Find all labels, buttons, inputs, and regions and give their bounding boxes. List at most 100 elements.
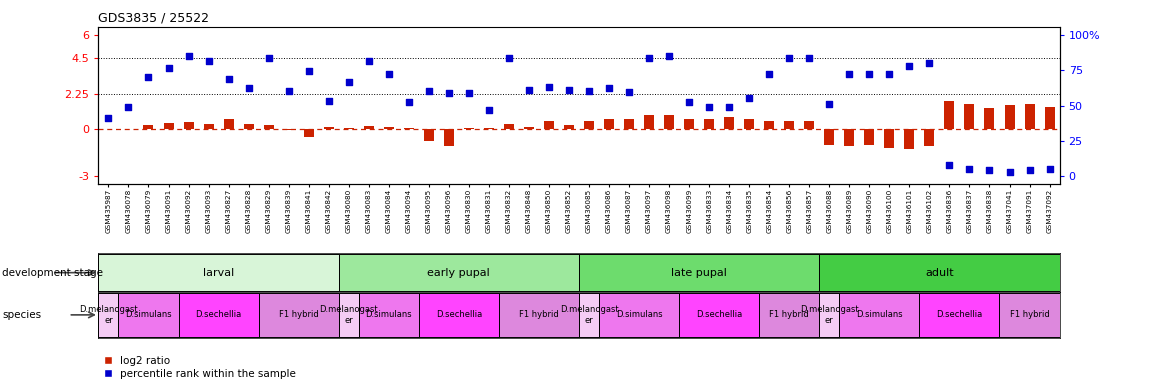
Bar: [1004, 105, 1014, 129]
Bar: [419, 293, 499, 337]
Bar: [999, 293, 1060, 337]
Bar: [223, 119, 234, 129]
Bar: [1025, 104, 1034, 129]
Point: [559, 87, 578, 93]
Bar: [178, 293, 258, 337]
Bar: [760, 293, 819, 337]
Point: [600, 85, 618, 91]
Point: [640, 55, 659, 61]
Point: [800, 55, 819, 61]
Point: [499, 55, 518, 61]
Point: [400, 99, 418, 106]
Bar: [404, 127, 413, 129]
Legend: log2 ratio, percentile rank within the sample: log2 ratio, percentile rank within the s…: [103, 356, 296, 379]
Bar: [464, 127, 474, 129]
Bar: [919, 293, 999, 337]
Bar: [504, 124, 514, 129]
Bar: [819, 293, 840, 337]
Text: development stage: development stage: [2, 268, 103, 278]
Bar: [764, 121, 775, 129]
Text: adult: adult: [925, 268, 954, 278]
Text: D.melanogast
er: D.melanogast er: [559, 305, 618, 324]
Bar: [584, 121, 594, 129]
Bar: [444, 129, 454, 146]
Bar: [864, 129, 874, 145]
Bar: [604, 119, 614, 129]
Text: F1 hybrid: F1 hybrid: [1010, 310, 1049, 319]
Point: [179, 53, 198, 59]
Bar: [984, 108, 995, 129]
Bar: [579, 254, 819, 291]
Point: [660, 53, 679, 59]
Point: [359, 58, 378, 64]
Point: [139, 74, 157, 80]
Bar: [424, 129, 434, 141]
Bar: [324, 127, 334, 129]
Bar: [303, 129, 314, 137]
Text: late pupal: late pupal: [672, 268, 727, 278]
Point: [440, 90, 459, 96]
Bar: [499, 293, 579, 337]
Text: F1 hybrid: F1 hybrid: [279, 310, 318, 319]
Text: GDS3835 / 25522: GDS3835 / 25522: [98, 11, 210, 24]
Point: [780, 55, 799, 61]
Bar: [724, 117, 734, 129]
Point: [921, 60, 939, 66]
Bar: [824, 129, 834, 145]
Bar: [338, 293, 359, 337]
Bar: [204, 124, 213, 129]
Point: [300, 68, 318, 74]
Point: [580, 88, 599, 94]
Point: [820, 101, 838, 107]
Point: [380, 71, 398, 77]
Bar: [564, 125, 574, 129]
Bar: [924, 129, 935, 146]
Point: [199, 58, 218, 64]
Text: D.melanogast
er: D.melanogast er: [79, 305, 138, 324]
Text: D.sechellia: D.sechellia: [937, 310, 983, 319]
Bar: [383, 127, 394, 129]
Point: [900, 63, 918, 70]
Bar: [945, 101, 954, 129]
Bar: [684, 119, 694, 129]
Point: [940, 162, 959, 169]
Bar: [144, 125, 154, 129]
Point: [540, 84, 558, 90]
Bar: [819, 254, 1060, 291]
Bar: [359, 293, 419, 337]
Point: [1040, 166, 1058, 172]
Text: D.sechellia: D.sechellia: [435, 310, 482, 319]
Text: D.simulans: D.simulans: [616, 310, 662, 319]
Text: D.sechellia: D.sechellia: [696, 310, 742, 319]
Point: [160, 65, 178, 71]
Point: [279, 88, 298, 94]
Point: [219, 76, 237, 82]
Text: D.simulans: D.simulans: [366, 310, 412, 319]
Text: F1 hybrid: F1 hybrid: [519, 310, 559, 319]
Bar: [163, 122, 174, 129]
Bar: [805, 121, 814, 129]
Text: D.simulans: D.simulans: [125, 310, 171, 319]
Bar: [579, 293, 599, 337]
Text: species: species: [2, 310, 42, 320]
Bar: [118, 293, 178, 337]
Bar: [243, 124, 254, 129]
Point: [520, 87, 538, 93]
Bar: [885, 129, 894, 148]
Point: [720, 104, 739, 110]
Bar: [523, 127, 534, 129]
Text: larval: larval: [203, 268, 234, 278]
Bar: [679, 293, 760, 337]
Point: [680, 99, 698, 106]
Point: [760, 71, 778, 77]
Bar: [98, 293, 118, 337]
Point: [339, 79, 358, 85]
Bar: [840, 293, 919, 337]
Text: early pupal: early pupal: [427, 268, 490, 278]
Bar: [704, 119, 714, 129]
Text: D.simulans: D.simulans: [856, 310, 903, 319]
Text: D.melanogast
er: D.melanogast er: [320, 305, 378, 324]
Bar: [344, 127, 353, 129]
Point: [860, 71, 879, 77]
Point: [840, 71, 858, 77]
